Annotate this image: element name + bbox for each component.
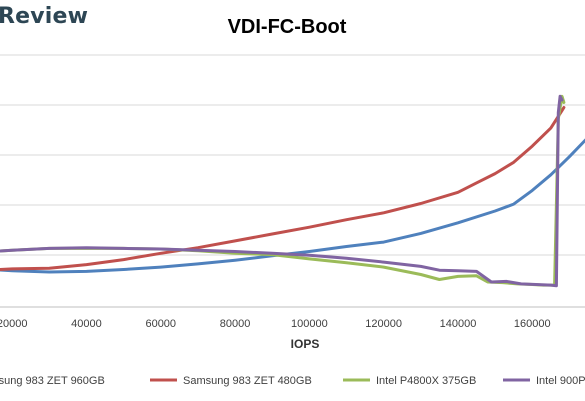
x-tick-labels: 20000 40000 60000 80000 100000 120000 140000 16… bbox=[0, 318, 551, 330]
series-line-1 bbox=[0, 138, 585, 274]
x-tick-label: 120000 bbox=[365, 318, 402, 330]
gridlines bbox=[0, 54, 585, 256]
legend-label: Samsung 983 ZET 480GB bbox=[183, 375, 312, 387]
chart-legend: Samsung 983 ZET 960GB Samsung 983 ZET 480… bbox=[0, 375, 585, 387]
series-line-4 bbox=[0, 94, 564, 288]
brand-logo-text: Review bbox=[0, 4, 89, 29]
legend-label: Intel P4800X 375GB bbox=[376, 375, 476, 387]
x-tick-label: 40000 bbox=[71, 318, 102, 330]
series-line-2 bbox=[0, 106, 566, 272]
series-line-3 bbox=[0, 94, 566, 287]
x-tick-label: 80000 bbox=[220, 318, 251, 330]
x-tick-label: 100000 bbox=[291, 318, 328, 330]
legend-label: Samsung 983 ZET 960GB bbox=[0, 375, 105, 387]
chart-title: VDI-FC-Boot bbox=[228, 16, 347, 38]
x-tick-label: 20000 bbox=[0, 318, 27, 330]
legend-label: Intel 900P bbox=[536, 375, 585, 387]
x-tick-label: 160000 bbox=[514, 318, 551, 330]
x-axis-label: IOPS bbox=[291, 337, 320, 351]
series-lines bbox=[0, 94, 585, 288]
x-tick-label: 60000 bbox=[145, 318, 176, 330]
x-tick-label: 140000 bbox=[440, 318, 477, 330]
